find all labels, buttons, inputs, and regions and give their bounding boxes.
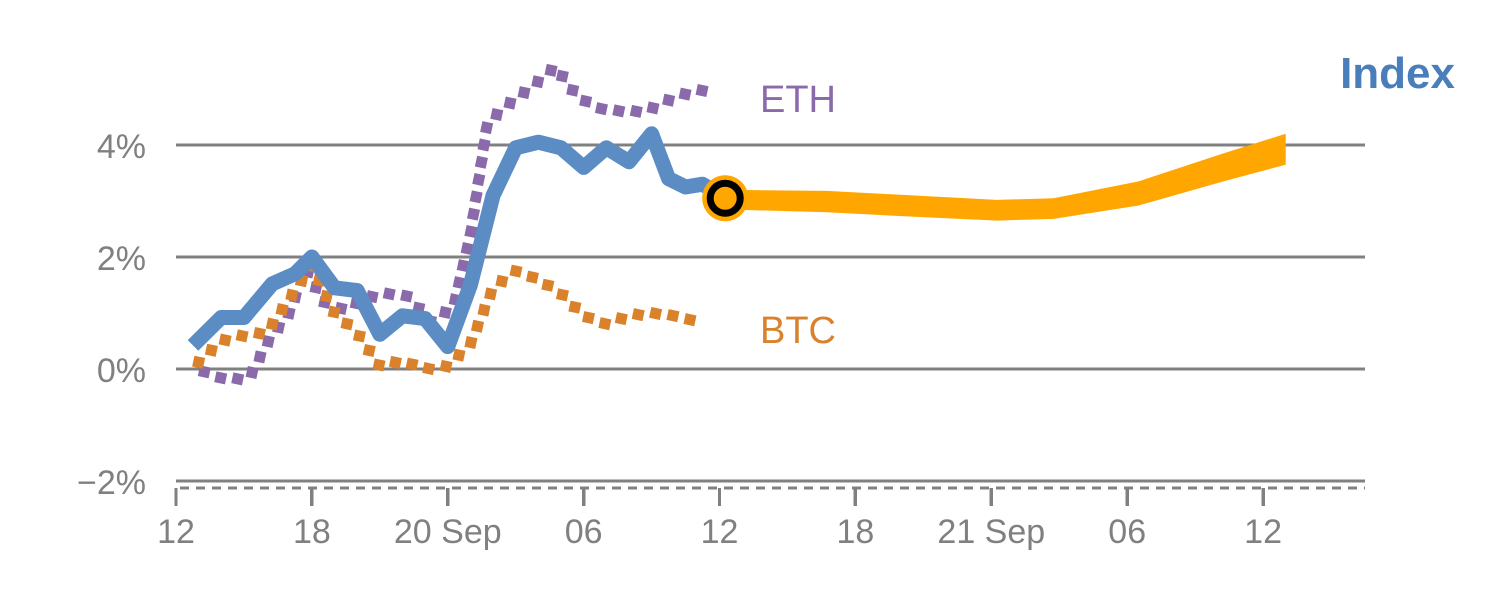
data-point	[614, 312, 628, 326]
data-point	[231, 372, 245, 386]
y-axis-tick-label: 0%	[97, 352, 146, 390]
current-value-marker[interactable]	[702, 175, 749, 222]
data-point	[204, 343, 218, 357]
y-axis-tick-labels: 4% 2% 0% −2%	[77, 128, 146, 502]
data-point	[509, 264, 523, 278]
data-point	[452, 348, 466, 362]
data-point	[460, 242, 474, 256]
series-label-eth: ETH	[760, 79, 836, 121]
data-point	[245, 365, 259, 379]
data-point	[666, 309, 680, 323]
data-point	[472, 173, 486, 187]
data-point	[285, 288, 299, 302]
data-point	[646, 101, 660, 115]
data-point	[484, 287, 498, 301]
y-axis-tick-label: 4%	[97, 128, 146, 166]
x-axis-ticks	[174, 488, 1265, 506]
data-point	[629, 104, 643, 118]
data-point	[581, 311, 596, 325]
data-point	[531, 75, 545, 89]
data-point	[466, 207, 481, 221]
data-point	[568, 300, 582, 314]
data-point	[649, 306, 663, 321]
data-point	[405, 357, 419, 371]
series-btc-dotted	[192, 259, 697, 376]
series-index-line	[187, 126, 730, 355]
forecast-band-shape	[725, 133, 1286, 221]
data-point	[464, 224, 478, 238]
data-point	[265, 317, 279, 331]
data-point	[197, 365, 211, 379]
index-line-path	[187, 126, 730, 355]
data-point	[469, 190, 483, 204]
data-point	[544, 63, 558, 77]
data-point	[477, 138, 491, 152]
data-point	[382, 287, 396, 301]
chart-title: Index	[1340, 49, 1455, 98]
data-point	[235, 329, 249, 343]
x-axis-tick-label: 12	[157, 513, 195, 551]
x-axis-tick-label: 12	[701, 513, 739, 551]
data-point	[362, 343, 376, 358]
data-point	[275, 303, 289, 317]
x-axis-tick-label: 20 Sep	[394, 513, 502, 551]
data-point	[517, 86, 531, 100]
data-point	[503, 96, 517, 110]
data-point	[438, 305, 452, 319]
data-point	[477, 303, 491, 317]
data-point	[439, 359, 453, 373]
data-point	[555, 69, 569, 83]
data-point	[683, 313, 697, 327]
data-point	[598, 317, 612, 331]
data-point	[631, 308, 645, 322]
data-point	[470, 319, 485, 333]
x-axis-tick-label: 18	[293, 513, 331, 551]
data-point	[495, 274, 509, 288]
y-axis-tick-label: 2%	[97, 240, 146, 278]
data-point	[327, 305, 341, 319]
marker-ring[interactable]	[706, 179, 744, 217]
data-point	[253, 350, 267, 364]
x-axis-tick-label: 18	[837, 513, 875, 551]
data-point	[464, 335, 478, 350]
x-axis-tick-label: 06	[1108, 513, 1146, 551]
data-point	[555, 288, 569, 302]
data-point	[594, 102, 608, 116]
data-point	[218, 333, 232, 347]
data-point	[612, 104, 626, 118]
x-axis-tick-label: 12	[1244, 513, 1282, 551]
data-point	[456, 259, 470, 273]
data-point	[340, 317, 354, 331]
data-point	[541, 278, 555, 292]
data-point	[678, 87, 692, 101]
data-point	[214, 371, 228, 385]
x-axis-tick-label: 06	[565, 513, 603, 551]
y-axis-tick-label: −2%	[77, 464, 146, 502]
data-point	[662, 93, 676, 107]
data-point	[261, 334, 275, 349]
data-point	[525, 270, 539, 284]
x-axis-tick-labels: 12 18 20 Sep 06 12 18 21 Sep 06 12	[157, 513, 1282, 551]
data-point	[388, 355, 402, 369]
data-point	[400, 289, 414, 303]
data-point	[474, 155, 488, 169]
data-point	[566, 83, 580, 97]
data-point	[352, 329, 366, 343]
data-point	[579, 94, 593, 108]
series-label-btc: BTC	[760, 310, 836, 352]
data-point	[490, 107, 504, 122]
data-point	[252, 326, 266, 341]
x-axis-tick-label: 21 Sep	[937, 513, 1045, 551]
data-point	[372, 358, 386, 372]
data-point	[695, 83, 709, 97]
data-point	[480, 121, 494, 135]
forecast-band	[725, 133, 1286, 221]
data-point	[192, 355, 206, 369]
data-point	[422, 362, 436, 376]
